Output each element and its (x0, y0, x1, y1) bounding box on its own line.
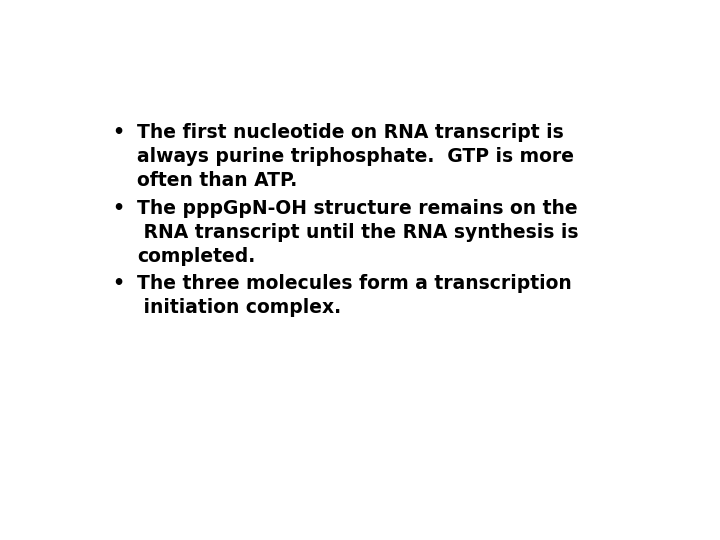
Text: often than ATP.: often than ATP. (138, 171, 297, 190)
Text: completed.: completed. (138, 247, 256, 266)
Text: The three molecules form a transcription: The three molecules form a transcription (138, 274, 572, 293)
Text: RNA transcript until the RNA synthesis is: RNA transcript until the RNA synthesis i… (138, 223, 579, 242)
Text: The pppGpN-OH structure remains on the: The pppGpN-OH structure remains on the (138, 199, 578, 218)
Text: initiation complex.: initiation complex. (138, 299, 341, 318)
Text: •: • (112, 199, 125, 218)
Text: The first nucleotide on RNA transcript is: The first nucleotide on RNA transcript i… (138, 123, 564, 142)
Text: always purine triphosphate.  GTP is more: always purine triphosphate. GTP is more (138, 147, 575, 166)
Text: •: • (112, 274, 125, 293)
Text: •: • (112, 123, 125, 142)
